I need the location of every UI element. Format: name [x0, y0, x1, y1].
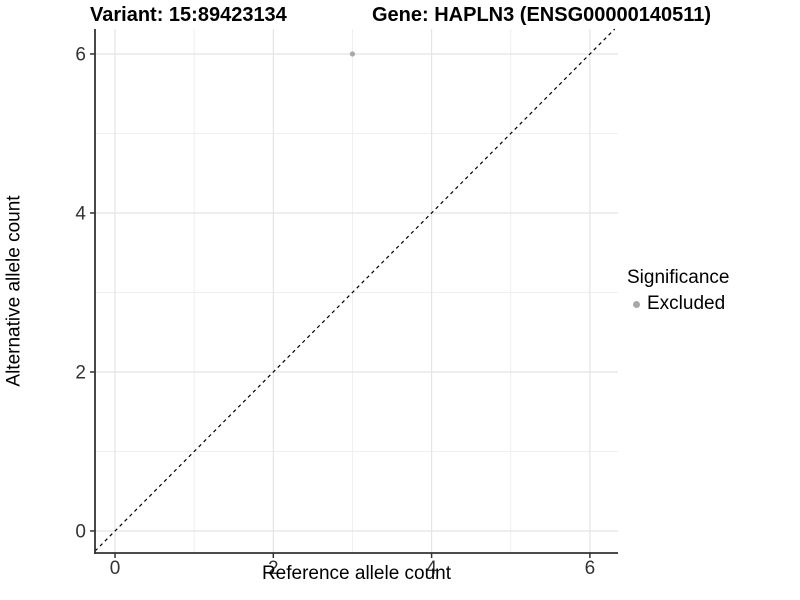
data-point	[349, 51, 356, 57]
y-tick-label: 6	[75, 44, 86, 65]
legend-point-icon	[633, 300, 640, 308]
x-axis-title: Reference allele count	[261, 563, 452, 584]
legend-title: Significance	[627, 267, 730, 288]
x-tick-label: 4	[426, 558, 437, 579]
identity-line	[94, 28, 616, 552]
gene-title: Gene: HAPLN3 (ENSG00000140511)	[372, 4, 712, 26]
y-axis-title-wrap: Alternative allele count	[2, 29, 28, 553]
y-axis-title: Alternative allele count	[4, 195, 26, 387]
legend-item-label: Excluded	[647, 293, 726, 314]
x-tick-label: 6	[585, 558, 596, 579]
y-tick-label: 2	[75, 362, 86, 383]
y-tick-label: 0	[75, 521, 86, 542]
x-tick-label: 2	[268, 558, 279, 579]
legend-item: Excluded	[627, 293, 729, 315]
legend: Significance Excluded	[627, 267, 729, 315]
variant-title: Variant: 15:89423134	[90, 4, 287, 26]
y-tick-label: 4	[75, 203, 86, 224]
x-tick-label: 0	[110, 558, 121, 579]
